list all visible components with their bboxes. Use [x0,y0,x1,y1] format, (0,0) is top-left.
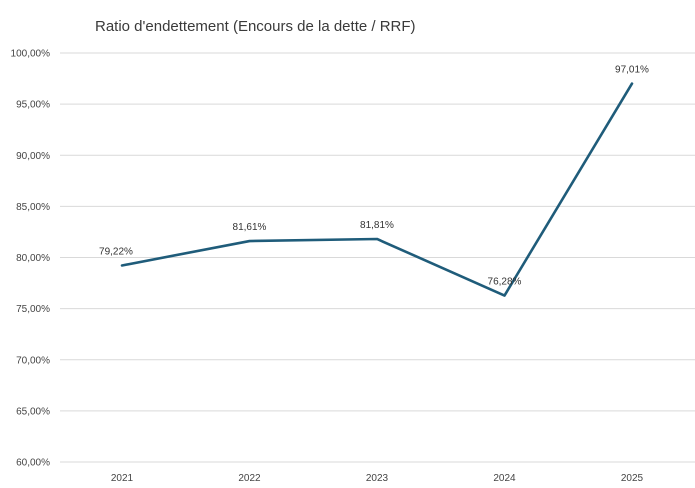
y-tick-label-5: 85,00% [16,202,50,213]
x-tick-label-2024: 2024 [493,473,516,483]
series-line-0 [122,84,632,296]
y-tick-label-0: 60,00% [16,458,50,469]
x-tick-label-2023: 2023 [366,473,389,483]
y-tick-label-4: 80,00% [16,253,50,264]
data-label-2023: 81,81% [360,220,394,231]
y-axis-ticks: 60,00% 65,00% 70,00% 75,00% 80,00% 85,00% 90,0… [11,49,51,469]
data-label-2022: 81,61% [233,222,267,233]
x-axis-ticks: 2021 2022 2023 2024 2025 [111,473,644,483]
y-tick-label-6: 90,00% [16,151,50,162]
x-tick-label-2025: 2025 [621,473,644,483]
data-label-2025: 97,01% [615,65,649,76]
y-tick-label-3: 75,00% [16,304,50,315]
series-layer [122,83,632,295]
data-label-2021: 79,22% [99,246,133,257]
x-tick-label-2021: 2021 [111,473,134,483]
gridlines [60,53,695,462]
x-tick-label-2022: 2022 [238,473,261,483]
y-tick-label-8: 100,00% [11,49,51,60]
data-label-2024: 76,28% [488,277,522,288]
y-tick-label-2: 70,00% [16,355,50,366]
y-tick-label-1: 65,00% [16,406,50,417]
y-tick-label-7: 95,00% [16,100,50,111]
chart-title: Ratio d'endettement (Encours de la dette… [95,18,416,35]
